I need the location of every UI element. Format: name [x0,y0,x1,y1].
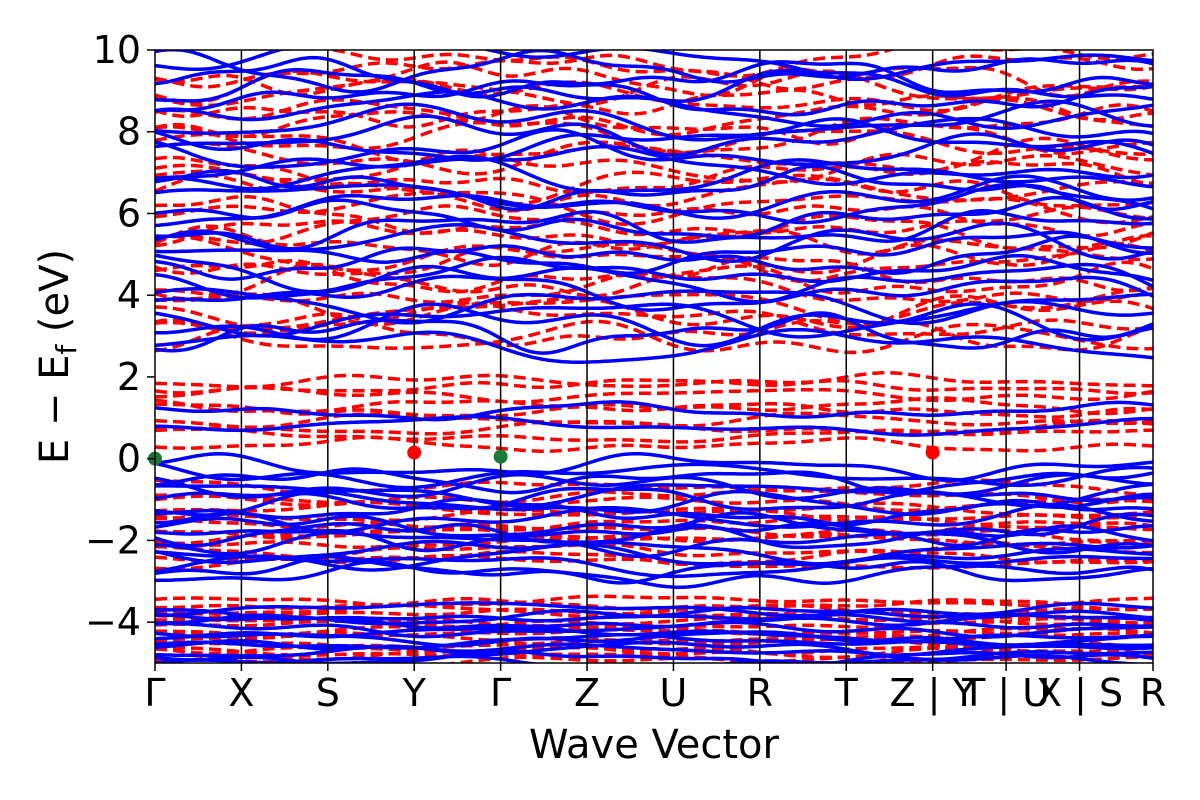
blue-band-line [155,511,1153,538]
blue-band-line [155,253,1153,294]
red-band-line [155,426,1153,444]
blue-band-line [155,164,1153,212]
band-edge-marker [407,445,422,460]
y-axis-label: E − Ef (eV) [32,249,83,464]
blue-band-line [155,117,1153,162]
blue-solid-bands [155,50,1153,663]
x-tick-label: R [747,671,773,715]
y-tick-label: 0 [117,437,141,481]
blue-band-line [155,114,1153,157]
blue-band-line [155,554,1153,579]
red-band-line [155,371,1153,389]
blue-band-line [155,539,1153,566]
blue-band-line [155,287,1153,326]
x-tick-label: Z [574,671,600,715]
red-band-line [155,594,1153,608]
y-axis-label-unit: (eV) [32,249,78,345]
red-band-line [155,88,1153,129]
x-tick-label: Γ [490,671,511,715]
blue-band-line [155,154,1153,193]
red-band-line [155,148,1153,184]
blue-band-line [155,229,1153,275]
blue-band-line [155,182,1153,228]
blue-band-line [155,638,1153,658]
red-band-line [155,169,1153,206]
plot-frame [154,49,1154,664]
red-band-line [155,378,1153,396]
y-tick-label: 2 [117,355,141,399]
blue-band-line [155,486,1153,512]
x-tick-label: Γ [144,671,165,715]
x-tick-label: R [1140,671,1166,715]
red-band-line [155,294,1153,330]
red-band-line [155,194,1153,238]
red-band-line [155,613,1153,629]
y-axis-label-subscript: f [50,344,83,355]
y-tick-label: 4 [117,273,141,317]
y-tick-label: 6 [117,191,141,235]
blue-band-line [155,400,1153,422]
blue-band-line [155,521,1153,548]
y-tick-label: 10 [93,28,141,72]
kpoint-dividers [240,50,1081,663]
band-edge-marker [925,445,940,460]
blue-band-line [155,234,1153,281]
red-band-line [155,411,1153,430]
blue-band-line [155,128,1153,169]
blue-band-line [155,50,1153,94]
y-tick-label: 8 [117,110,141,154]
plot-area [155,50,1153,663]
blue-band-line [155,414,1153,437]
band-edge-marker [493,449,508,464]
red-band-line [155,435,1153,453]
red-band-line [155,385,1153,404]
y-axis-label-main: E − E [32,355,78,465]
blue-band-line [155,554,1153,585]
red-band-line [155,396,1153,416]
red-dashed-bands [155,50,1153,663]
x-tick-label: Y [402,671,427,715]
blue-band-line [155,221,1153,264]
x-tick-label: U [660,671,688,715]
blue-band-line [155,274,1153,312]
blue-band-line [155,209,1153,251]
blue-band-line [155,560,1153,589]
blue-band-line [155,55,1153,99]
blue-band-line [155,144,1153,187]
x-axis-ticks: Γ X S Y Γ Z U R T Z | YT | UX | S R [144,663,1166,716]
y-tick-label: −4 [85,600,141,644]
red-band-line [155,287,1153,327]
y-axis-ticks: −4 −2 0 2 4 6 8 10 [85,28,155,644]
blue-band-line [155,489,1153,517]
x-tick-label: S [316,671,340,715]
red-band-line [155,624,1153,637]
blue-band-line [155,642,1153,662]
blue-band-line [155,452,1153,483]
x-tick-label: X [228,671,254,715]
x-tick-label: Z | Y [890,671,977,716]
x-tick-label: X | S [1036,671,1123,716]
blue-band-line [155,99,1153,142]
red-band-line [155,50,1153,78]
red-band-line [155,190,1153,227]
red-band-line [155,522,1153,540]
x-axis-label: Wave Vector [529,722,780,768]
blue-band-line [155,648,1153,663]
y-tick-label: −2 [85,518,141,562]
red-band-line [155,514,1153,532]
blue-band-line [155,311,1153,355]
blue-band-line [155,174,1153,220]
red-band-line [155,97,1153,137]
red-band-line [155,60,1153,98]
red-band-line [155,532,1153,549]
x-tick-label: T [834,671,859,715]
blue-band-line [155,653,1153,663]
blue-band-line [155,601,1153,618]
red-band-line [155,318,1153,355]
x-tick-label: T | U [961,671,1050,716]
